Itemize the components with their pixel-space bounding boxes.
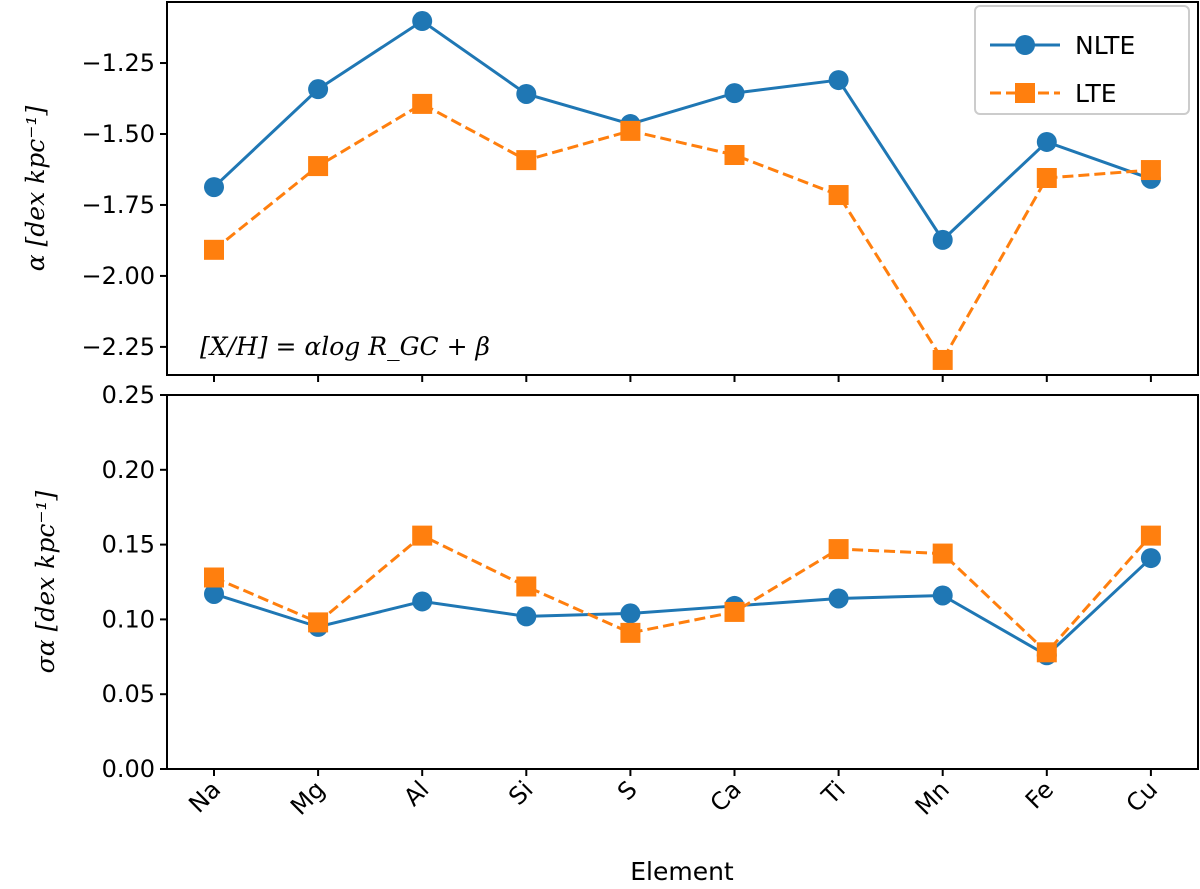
series-line-series-0 — [213, 556, 1152, 658]
data-point — [308, 79, 329, 100]
data-point — [308, 156, 329, 177]
axes-frame — [166, 394, 1199, 770]
y-axis-label: α [dex kpc⁻¹] — [21, 105, 50, 271]
y-tick-label: 0.20 — [102, 456, 155, 484]
y-tick-label: −2.25 — [81, 333, 155, 361]
data-point — [620, 603, 641, 624]
data-point — [828, 539, 849, 560]
x-tick-label: Cu — [1121, 775, 1163, 817]
x-tick-label: Fe — [1020, 775, 1059, 814]
y-tick-label: 0.00 — [102, 755, 155, 783]
data-point — [204, 583, 224, 604]
data-point — [828, 588, 849, 609]
series-line-series-1 — [213, 533, 1153, 655]
data-point — [828, 185, 849, 206]
x-axis-label: Element — [630, 857, 734, 885]
y-tick-label: −1.50 — [81, 120, 155, 148]
data-point — [620, 120, 641, 141]
data-point — [308, 612, 329, 633]
y-tick-label: 0.15 — [102, 531, 155, 559]
data-point — [1036, 642, 1057, 663]
series-line-lte — [213, 102, 1152, 363]
x-tick-label: Na — [183, 775, 226, 818]
x-tick-label: Si — [503, 775, 538, 810]
y-tick-label: −1.75 — [81, 191, 155, 219]
y-tick-label: 0.05 — [102, 680, 155, 708]
data-point — [412, 591, 433, 612]
data-point — [1140, 160, 1161, 181]
y-tick-label: −1.25 — [81, 49, 155, 77]
formula-annotation: [X/H] = αlog R_GC + β — [200, 332, 490, 361]
data-point — [412, 525, 433, 546]
x-tick-label: S — [612, 775, 643, 806]
data-point — [932, 585, 953, 606]
data-point — [412, 93, 433, 114]
data-point — [828, 70, 849, 91]
data-point — [1140, 525, 1161, 546]
x-tick-label: Al — [398, 775, 434, 811]
data-point — [620, 622, 641, 643]
data-point — [204, 177, 224, 198]
data-point — [516, 576, 537, 597]
data-point — [516, 83, 537, 104]
data-point — [516, 150, 537, 171]
y-axis-label: σα [dex kpc⁻¹] — [31, 490, 60, 673]
series-line-nlte — [212, 19, 1152, 243]
axes-frame — [166, 1, 1199, 376]
legend-marker — [1015, 83, 1035, 103]
panel-bottom: 0.00 0.05 0.10 0.15 0.20 0.25 Na Mg Al Si S Ca Ti Mn F… — [31, 381, 1199, 821]
data-point — [724, 145, 745, 166]
data-point — [1036, 167, 1057, 188]
data-point — [932, 229, 953, 250]
y-tick-label: 0.10 — [102, 605, 155, 633]
x-tick-label: Mn — [910, 775, 955, 820]
data-point — [1036, 131, 1057, 152]
legend-label: LTE — [1075, 79, 1117, 108]
y-tick-label: 0.25 — [102, 381, 155, 409]
panel-top: −1.25 −1.50 −1.75 −2.00 −2.25 α [dex kpc⁻¹] — [21, 1, 1199, 382]
x-tick-label: Mg — [285, 775, 330, 820]
data-point — [724, 83, 745, 104]
data-point — [412, 11, 433, 32]
data-point — [204, 239, 224, 260]
legend-label: NLTE — [1075, 31, 1135, 60]
x-tick-label: Ti — [816, 775, 851, 810]
x-tick-label: Ca — [705, 775, 747, 817]
data-point — [724, 601, 745, 622]
legend: NLTE LTE — [974, 5, 1190, 115]
data-point — [932, 349, 953, 370]
data-point — [1140, 548, 1161, 569]
data-point — [204, 567, 224, 588]
legend-marker — [1015, 35, 1035, 55]
data-point — [932, 543, 953, 564]
data-point — [516, 606, 537, 627]
y-tick-label: −2.00 — [81, 262, 155, 290]
